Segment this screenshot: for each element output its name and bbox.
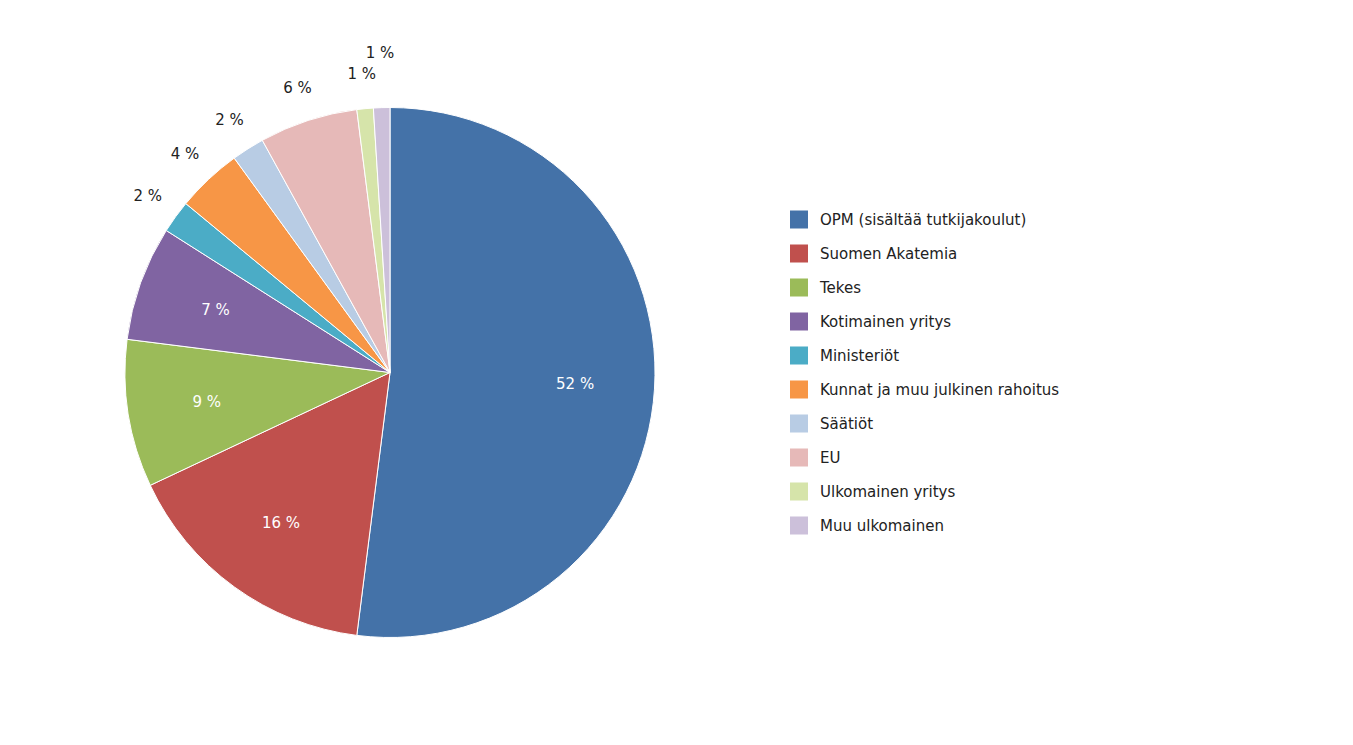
legend-swatch — [790, 347, 808, 365]
data-labels: 52 % 16 % 9 % 7 % 2 % 4 % 2 % 6 % 1 % 1 % — [133, 44, 594, 531]
legend-label: OPM (sisältää tutkijakoulut) — [820, 211, 1026, 229]
pie-slice — [373, 108, 390, 373]
data-label: 1 % — [348, 65, 377, 83]
legend-label: Suomen Akatemia — [820, 245, 957, 263]
legend-swatch — [790, 517, 808, 535]
data-label: 4 % — [171, 145, 200, 163]
data-label: 2 % — [133, 187, 162, 205]
slices — [125, 108, 655, 638]
legend-label: Ulkomainen yritys — [820, 483, 955, 501]
legend-label: Kotimainen yritys — [820, 313, 951, 331]
chart-container: 52 % 16 % 9 % 7 % 2 % 4 % 2 % 6 % 1 % 1 % OPM (sis… — [0, 0, 1353, 745]
data-label: 7 % — [201, 301, 230, 319]
legend-label: Tekes — [819, 279, 861, 297]
data-label: 16 % — [262, 514, 300, 532]
legend-label: Säätiöt — [820, 415, 873, 433]
data-label: 2 % — [215, 111, 244, 129]
legend-swatch — [790, 245, 808, 263]
legend-label: Ministeriöt — [820, 347, 899, 365]
legend-label: Muu ulkomainen — [820, 517, 944, 535]
chart: 52 % 16 % 9 % 7 % 2 % 4 % 2 % 6 % 1 % 1 % OPM (sis… — [0, 0, 1353, 745]
legend-swatch — [790, 415, 808, 433]
legend-label: Kunnat ja muu julkinen rahoitus — [820, 381, 1059, 399]
data-label: 52 % — [556, 375, 594, 393]
legend-swatch — [790, 279, 808, 297]
data-label: 1 % — [366, 44, 395, 62]
legend-swatch — [790, 211, 808, 229]
legend: OPM (sisältää tutkijakoulut) Suomen Akate… — [790, 211, 1059, 535]
legend-swatch — [790, 381, 808, 399]
legend-swatch — [790, 483, 808, 501]
pie-slice — [357, 108, 655, 638]
legend-swatch — [790, 449, 808, 467]
pie-slice — [357, 108, 390, 372]
legend-label: EU — [820, 449, 840, 467]
data-label: 6 % — [283, 79, 312, 97]
data-label: 9 % — [192, 393, 221, 411]
legend-swatch — [790, 313, 808, 331]
